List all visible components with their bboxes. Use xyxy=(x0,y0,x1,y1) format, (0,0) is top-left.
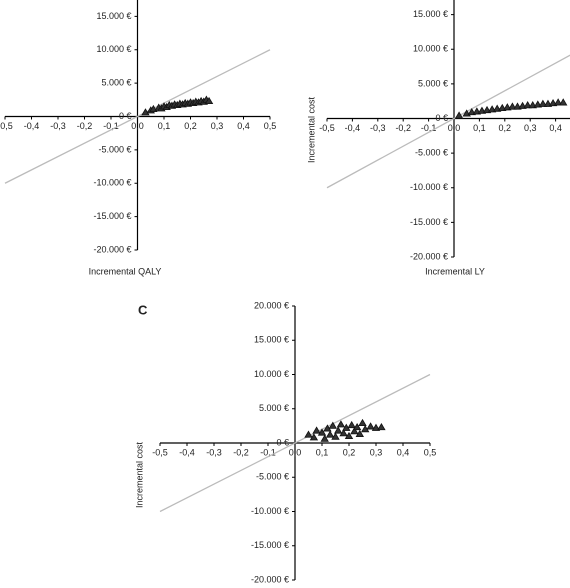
x-tick-label: -0,3 xyxy=(50,121,66,131)
panel-title: C xyxy=(138,302,148,317)
point xyxy=(358,418,367,427)
point xyxy=(371,423,381,431)
point xyxy=(355,429,364,437)
point xyxy=(309,433,319,441)
point xyxy=(141,108,150,116)
point xyxy=(325,430,335,438)
point xyxy=(377,422,386,431)
x-tick-label: 0,4 xyxy=(549,123,562,133)
x-tick-label: -0,2 xyxy=(77,121,93,131)
x-tick-label: 0,0 xyxy=(289,447,302,457)
x-tick-label: 0,5 xyxy=(424,447,437,457)
point xyxy=(339,429,348,437)
x-tick-label: -0,3 xyxy=(370,123,386,133)
point xyxy=(523,101,532,109)
x-tick-label: -0,1 xyxy=(421,123,437,133)
x-tick-label: 0,3 xyxy=(524,123,537,133)
x-tick-label: 0,0 xyxy=(448,123,461,133)
y-tick-label: -20.000 € xyxy=(410,251,448,261)
y-tick-label: -5.000 € xyxy=(256,472,289,482)
x-tick-label: 0,0 xyxy=(131,121,144,131)
point xyxy=(366,422,375,430)
x-tick-label: 0,4 xyxy=(237,121,250,131)
x-tick-label: -0,3 xyxy=(206,447,222,457)
panel: -0,5 -0,4 -0,3 -0,2 -0,1 0,0 0,1 0,2 0,3 0,4 0,5 15… xyxy=(0,0,276,276)
x-tick-label: -0,1 xyxy=(103,121,119,131)
point xyxy=(350,427,359,435)
x-tick-label: 0,1 xyxy=(316,447,329,457)
y-tick-label: 0 € xyxy=(276,437,289,447)
x-tick-label: 0,2 xyxy=(499,123,512,133)
y-tick-label: 5.000 € xyxy=(259,403,289,413)
point xyxy=(553,98,563,106)
point xyxy=(347,420,356,429)
x-tick-label: -0,5 xyxy=(319,123,335,133)
y-tick-label: 15.000 € xyxy=(413,9,448,19)
x-tick-label: -0,4 xyxy=(179,447,195,457)
x-tick-label: 0,2 xyxy=(343,447,356,457)
y-axis-label: Incremental cost xyxy=(306,96,316,163)
y-tick-label: -5.000 € xyxy=(98,144,131,154)
y-tick-label: 5.000 € xyxy=(418,78,448,88)
y-tick-label: -20.000 € xyxy=(93,244,131,254)
point xyxy=(328,421,337,429)
y-tick-label: -10.000 € xyxy=(251,506,289,516)
point xyxy=(559,98,568,106)
point xyxy=(508,102,517,110)
y-tick-label: -15.000 € xyxy=(251,540,289,550)
y-tick-label: 5.000 € xyxy=(101,78,131,88)
x-tick-label: 0,1 xyxy=(158,121,171,131)
panel: -0,5 -0,4 -0,3 -0,2 -0,1 0,0 0,1 0,2 0,3 0,4 15.00… xyxy=(306,0,570,276)
point xyxy=(334,426,343,434)
point xyxy=(538,99,548,107)
reference-line xyxy=(4,49,271,184)
y-tick-label: 10.000 € xyxy=(254,369,289,379)
x-tick-label: -0,5 xyxy=(152,447,168,457)
x-tick-label: 0,1 xyxy=(473,123,486,133)
y-tick-label: 0 € xyxy=(119,111,132,121)
y-tick-label: 0 € xyxy=(435,113,448,123)
point xyxy=(312,426,321,434)
y-tick-label: -5.000 € xyxy=(415,148,448,158)
y-tick-label: 10.000 € xyxy=(413,44,448,54)
x-tick-label: -0,2 xyxy=(395,123,411,133)
y-tick-label: 15.000 € xyxy=(96,11,131,21)
x-tick-label: -0,1 xyxy=(260,447,276,457)
x-tick-label: -0,4 xyxy=(345,123,361,133)
y-tick-label: 10.000 € xyxy=(96,44,131,54)
panel: -0,5 -0,4 -0,3 -0,2 -0,1 0,0 0,1 0,2 0,3 0,4 0,5 20… xyxy=(134,300,436,584)
x-tick-label: -0,2 xyxy=(233,447,249,457)
reference-line xyxy=(326,54,570,189)
point xyxy=(204,96,214,105)
point xyxy=(344,431,354,440)
point xyxy=(336,420,346,428)
point xyxy=(304,430,313,438)
point xyxy=(352,422,362,431)
x-axis-label: Incremental QALY xyxy=(89,266,162,276)
x-tick-label: 0,3 xyxy=(370,447,383,457)
x-tick-label: -0,5 xyxy=(0,121,13,131)
x-tick-label: 0,3 xyxy=(211,121,224,131)
y-axis-label: Incremental cost xyxy=(134,441,144,508)
y-tick-label: 15.000 € xyxy=(254,335,289,345)
x-tick-label: 0,4 xyxy=(397,447,410,457)
x-axis-label: Incremental LY xyxy=(425,266,485,276)
y-tick-label: -10.000 € xyxy=(93,178,131,188)
y-tick-label: -15.000 € xyxy=(410,217,448,227)
point xyxy=(317,428,327,436)
reference-line xyxy=(159,373,431,513)
y-tick-label: 20.000 € xyxy=(254,300,289,310)
point xyxy=(454,111,464,119)
x-tick-label: 0,2 xyxy=(184,121,197,131)
x-tick-label: 0,5 xyxy=(264,121,277,131)
y-tick-label: -20.000 € xyxy=(251,574,289,584)
point xyxy=(331,432,340,440)
point xyxy=(320,434,329,442)
y-tick-label: -10.000 € xyxy=(410,182,448,192)
y-tick-label: -15.000 € xyxy=(93,211,131,221)
x-tick-label: -0,4 xyxy=(24,121,40,131)
